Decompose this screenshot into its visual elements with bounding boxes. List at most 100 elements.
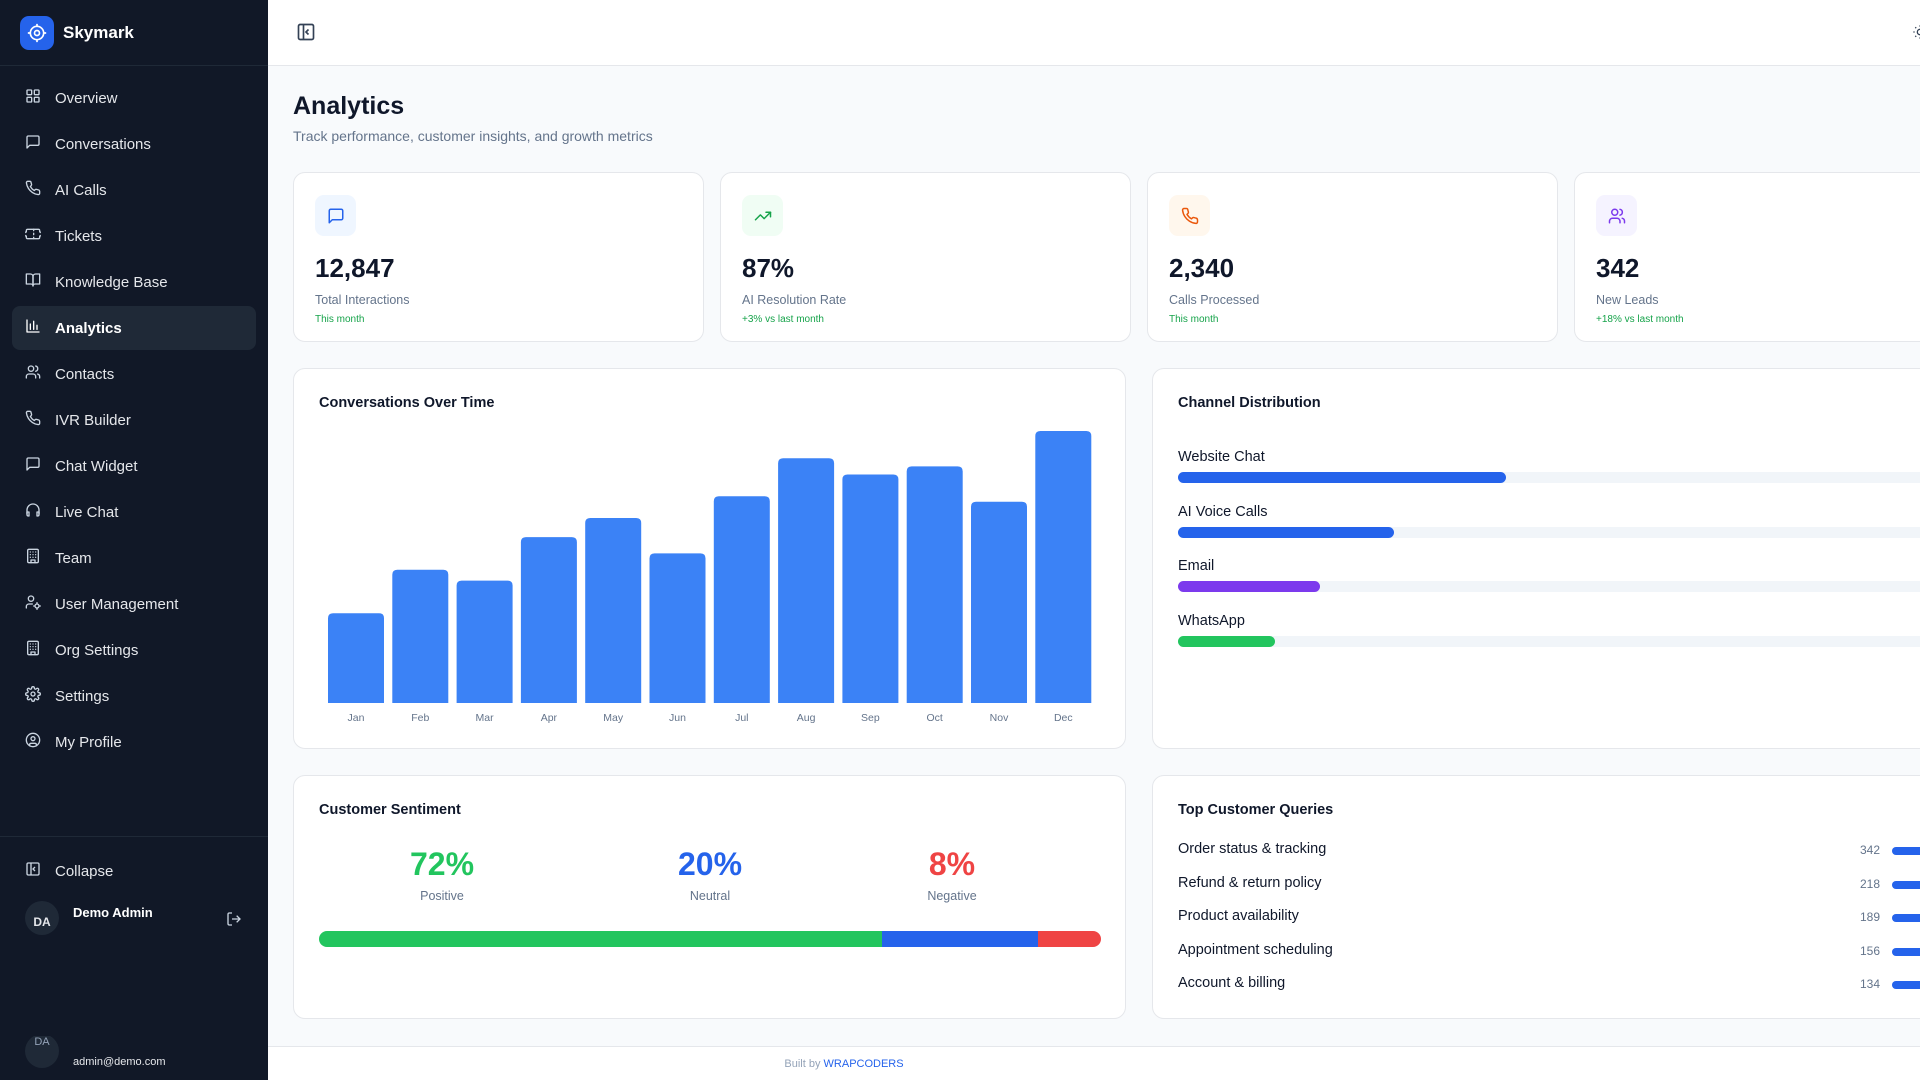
card-title: Conversations Over Time bbox=[319, 395, 495, 411]
sidebar-toggle-icon[interactable] bbox=[296, 22, 318, 44]
sidebar-item-knowledge-base[interactable]: Knowledge Base bbox=[12, 260, 256, 304]
sidebar-item-ai-calls[interactable]: AI Calls bbox=[12, 168, 256, 212]
sidebar-item-my-profile[interactable]: My Profile bbox=[12, 720, 256, 764]
sentiment-negative: 8% Negative bbox=[852, 846, 1052, 903]
channel-label: Email bbox=[1178, 558, 1215, 574]
sentiment-segment-negative bbox=[1038, 931, 1101, 947]
bar-nov[interactable] bbox=[971, 501, 1027, 703]
sidebar-item-label: Live Chat bbox=[55, 503, 119, 521]
query-row[interactable]: Product availability 189 bbox=[1178, 908, 1920, 928]
sidebar-item-org-settings[interactable]: Org Settings bbox=[12, 628, 256, 672]
logout-icon[interactable] bbox=[226, 911, 242, 932]
sidebar-item-ivr-builder[interactable]: IVR Builder bbox=[12, 398, 256, 442]
users-icon bbox=[1596, 195, 1637, 236]
footer-link[interactable]: WRAPCODERS bbox=[823, 1058, 904, 1070]
book-open-icon bbox=[25, 272, 41, 292]
stat-note: +3% vs last month bbox=[742, 314, 824, 325]
query-track bbox=[1892, 947, 1920, 956]
x-tick-label: Jun bbox=[669, 712, 686, 724]
stat-label: New Leads bbox=[1596, 293, 1659, 307]
query-count: 189 bbox=[1859, 910, 1880, 925]
sidebar-item-label: My Profile bbox=[55, 733, 122, 751]
sidebar-item-live-chat[interactable]: Live Chat bbox=[12, 490, 256, 534]
sidebar-item-label: Chat Widget bbox=[55, 457, 138, 475]
bar-dec[interactable] bbox=[1035, 431, 1092, 703]
user-email: admin@demo.com bbox=[73, 1056, 166, 1068]
sidebar-item-label: Settings bbox=[55, 687, 110, 705]
stat-value: 87% bbox=[742, 253, 795, 283]
x-tick-label: May bbox=[603, 712, 624, 724]
sidebar-item-label: Overview bbox=[55, 89, 118, 107]
query-track bbox=[1892, 880, 1920, 889]
bar-sep[interactable] bbox=[842, 474, 899, 703]
bar-feb[interactable] bbox=[392, 569, 449, 703]
collapse-label: Collapse bbox=[55, 862, 114, 880]
x-tick-label: Feb bbox=[411, 712, 429, 724]
top-bar bbox=[268, 0, 1920, 66]
stat-label: Calls Processed bbox=[1169, 293, 1260, 307]
sidebar-item-label: Conversations bbox=[55, 135, 151, 153]
message-square-icon bbox=[25, 134, 41, 154]
phone-icon bbox=[1169, 195, 1210, 236]
channel-track bbox=[1178, 635, 1920, 647]
bar-may[interactable] bbox=[585, 518, 642, 703]
main-content: Analytics Track performance, customer in… bbox=[268, 66, 1920, 1046]
sidebar-item-label: Contacts bbox=[55, 365, 115, 383]
query-label: Account & billing bbox=[1178, 975, 1286, 992]
stat-value: 12,847 bbox=[315, 253, 395, 283]
bar-jan[interactable] bbox=[328, 613, 384, 703]
query-track bbox=[1892, 981, 1920, 990]
card-title: Top Customer Queries bbox=[1178, 802, 1334, 818]
x-tick-label: Mar bbox=[476, 712, 495, 724]
sidebar-nav: Overview Conversations AI Calls Tickets Know… bbox=[0, 66, 268, 764]
query-fill bbox=[1892, 880, 1920, 889]
stat-label: AI Resolution Rate bbox=[742, 293, 847, 307]
channel-fill bbox=[1178, 472, 1506, 483]
sentiment-bar bbox=[319, 931, 1101, 947]
avatar: DA bbox=[25, 901, 59, 935]
bar-apr[interactable] bbox=[520, 537, 577, 703]
query-fill bbox=[1892, 914, 1920, 923]
sidebar-item-label: IVR Builder bbox=[55, 411, 131, 429]
query-count: 156 bbox=[1859, 943, 1880, 958]
sidebar-item-label: Knowledge Base bbox=[55, 273, 168, 291]
phone-icon bbox=[25, 180, 41, 200]
page-subtitle: Track performance, customer insights, an… bbox=[293, 128, 653, 144]
sentiment-value: 20% bbox=[677, 846, 743, 882]
sidebar-item-team[interactable]: Team bbox=[12, 536, 256, 580]
brand[interactable]: Skymark bbox=[0, 0, 268, 66]
query-row[interactable]: Order status & tracking 342 bbox=[1178, 841, 1920, 861]
query-label: Order status & tracking bbox=[1178, 841, 1327, 857]
sentiment-segment-neutral bbox=[882, 931, 1039, 947]
sidebar-item-conversations[interactable]: Conversations bbox=[12, 122, 256, 166]
sidebar-item-chat-widget[interactable]: Chat Widget bbox=[12, 444, 256, 488]
query-row[interactable]: Account & billing 134 bbox=[1178, 975, 1920, 995]
x-tick-label: Dec bbox=[1054, 712, 1073, 724]
query-row[interactable]: Appointment scheduling 156 bbox=[1178, 942, 1920, 962]
query-row[interactable]: Refund & return policy 218 bbox=[1178, 875, 1920, 895]
sidebar-item-overview[interactable]: Overview bbox=[12, 76, 256, 120]
x-tick-label: Jan bbox=[348, 712, 365, 724]
top-queries-card: Top Customer Queries Order status & trac… bbox=[1152, 775, 1920, 1019]
sun-icon[interactable] bbox=[1912, 24, 1920, 40]
app-logo-icon bbox=[20, 15, 54, 50]
sidebar-item-user-management[interactable]: User Management bbox=[12, 582, 256, 626]
bar-mar[interactable] bbox=[456, 580, 513, 703]
sidebar-item-tickets[interactable]: Tickets bbox=[12, 214, 256, 258]
query-count: 342 bbox=[1859, 843, 1880, 857]
bar-oct[interactable] bbox=[906, 466, 963, 703]
sidebar-item-analytics[interactable]: Analytics bbox=[12, 306, 256, 350]
sidebar-item-contacts[interactable]: Contacts bbox=[12, 352, 256, 396]
bar-jun[interactable] bbox=[649, 553, 706, 703]
sidebar-item-label: AI Calls bbox=[55, 181, 107, 199]
grid-icon bbox=[25, 88, 41, 108]
stat-card: 2,340 Calls Processed This month bbox=[1147, 172, 1558, 342]
sidebar-item-settings[interactable]: Settings bbox=[12, 674, 256, 718]
building-icon bbox=[25, 640, 41, 660]
query-label: Appointment scheduling bbox=[1178, 941, 1333, 958]
bar-aug[interactable] bbox=[778, 458, 835, 703]
channel-row: AI Voice Calls bbox=[1178, 504, 1920, 538]
user-card[interactable]: DA Demo Admin bbox=[12, 893, 256, 943]
collapse-button[interactable]: Collapse bbox=[12, 849, 256, 893]
bar-jul[interactable] bbox=[713, 496, 770, 703]
